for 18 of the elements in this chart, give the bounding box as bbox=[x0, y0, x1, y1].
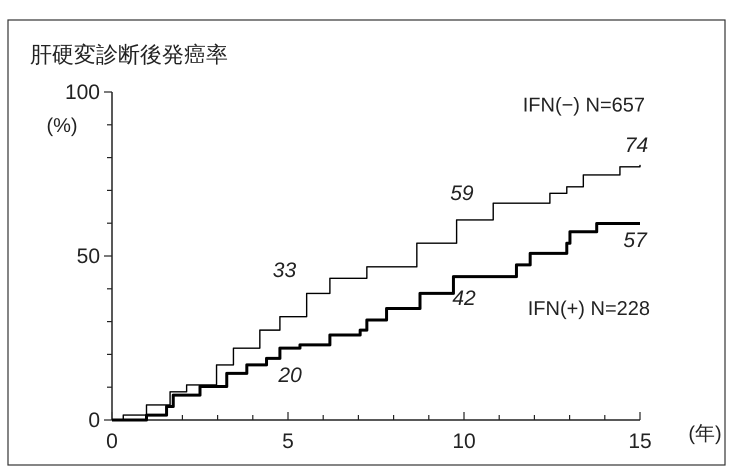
x-tick-label: 0 bbox=[106, 430, 118, 453]
y-axis-title: (%) bbox=[46, 115, 78, 137]
x-tick-label: 10 bbox=[452, 430, 476, 453]
x-axis-title: (年) bbox=[688, 423, 722, 445]
x-tick-label: 5 bbox=[282, 430, 294, 453]
annotation: 20 bbox=[277, 364, 302, 388]
annotation: 42 bbox=[452, 286, 476, 310]
annotation: 57 bbox=[623, 228, 648, 252]
y-tick-label: 50 bbox=[76, 245, 100, 268]
y-tick-label: 100 bbox=[64, 81, 100, 104]
annotation: 33 bbox=[272, 259, 296, 282]
chart-title: 肝硬変診断後発癌率 bbox=[30, 42, 228, 67]
series-label: IFN(+) N=228 bbox=[528, 298, 650, 320]
annotation: 59 bbox=[450, 182, 474, 206]
y-tick-label: 0 bbox=[88, 409, 100, 432]
annotation: 74 bbox=[624, 134, 648, 158]
x-tick-label: 15 bbox=[628, 430, 652, 453]
text: IFN(−) N=657 bbox=[522, 94, 645, 117]
